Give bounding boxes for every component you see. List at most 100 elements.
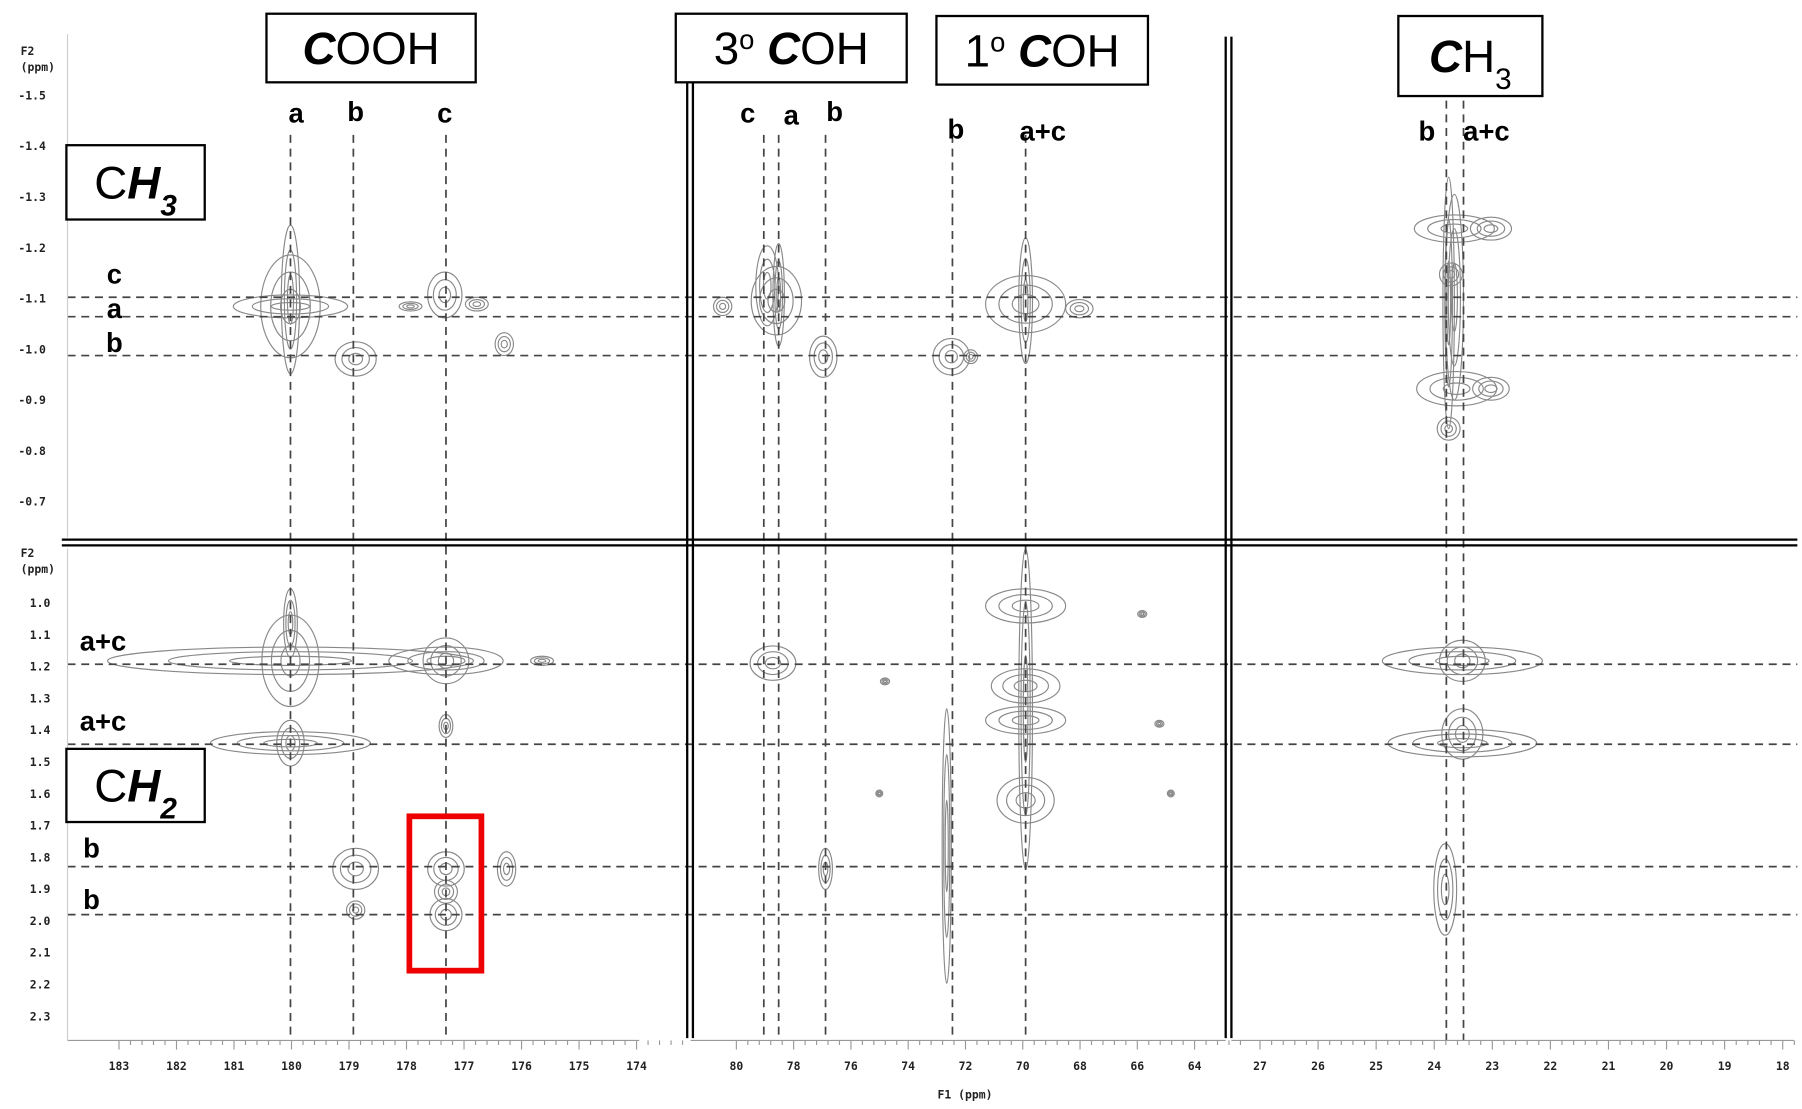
text-part: C — [767, 23, 801, 74]
text-part — [754, 23, 767, 74]
text-part: C — [94, 760, 127, 811]
x-tick-label: 26 — [1311, 1059, 1325, 1073]
y-tick-label: -1.5 — [18, 88, 46, 102]
text-part: C — [302, 23, 336, 74]
y-tick-label: 2.3 — [30, 1009, 51, 1023]
x-tick-label: 177 — [454, 1059, 475, 1073]
y-tick-label: 1.7 — [30, 819, 51, 833]
x-tick-label: 74 — [901, 1059, 915, 1073]
x-tick-label: 178 — [396, 1059, 417, 1073]
text-part: 2 — [159, 792, 177, 825]
y-tick-label: 2.1 — [30, 946, 51, 960]
x-tick-label: 64 — [1188, 1059, 1202, 1073]
text-part: 3 — [1495, 63, 1512, 96]
peak-label: b — [947, 113, 964, 144]
x-tick-label: 24 — [1427, 1059, 1441, 1073]
f2-label: F2 — [21, 44, 35, 58]
column-header: COOH — [302, 23, 439, 74]
column-header: 1o COH — [965, 25, 1120, 76]
y-tick-label: -1.0 — [18, 342, 46, 356]
x-tick-label: 22 — [1544, 1059, 1558, 1073]
x-tick-label: 21 — [1602, 1059, 1616, 1073]
text-part: o — [739, 24, 754, 55]
peak-label: b — [83, 884, 100, 915]
peak-label: a+c — [1020, 116, 1067, 147]
y-tick-label: 1.5 — [30, 755, 51, 769]
x-tick-label: 80 — [729, 1059, 743, 1073]
y-tick-label: -0.9 — [18, 393, 46, 407]
x-tick-label: 66 — [1130, 1059, 1144, 1073]
background — [5, 0, 1798, 1109]
x-tick-label: 181 — [224, 1059, 245, 1073]
x-tick-label: 76 — [844, 1059, 858, 1073]
peak-label: b — [1419, 116, 1436, 147]
x-tick-label: 72 — [959, 1059, 973, 1073]
text-part: OH — [1051, 25, 1120, 76]
y-tick-label: -0.8 — [18, 444, 46, 458]
y-tick-label: 1.2 — [30, 660, 51, 674]
x-tick-label: 70 — [1016, 1059, 1030, 1073]
peak-label: a+c — [80, 626, 127, 657]
peak-label: a+c — [80, 706, 127, 737]
text-part: C — [1018, 25, 1052, 76]
y-tick-label: 1.9 — [30, 882, 51, 896]
x-tick-label: 20 — [1660, 1059, 1674, 1073]
peak-label: a — [289, 97, 305, 128]
x-tick-label: 174 — [626, 1059, 647, 1073]
x-tick-label: 27 — [1253, 1059, 1267, 1073]
f2-unit: (ppm) — [21, 60, 55, 74]
x-tick-label: 183 — [109, 1059, 130, 1073]
peak-label: b — [826, 96, 843, 127]
peak-label: b — [106, 327, 123, 358]
peak-label: b — [83, 832, 100, 863]
y-tick-label: -1.1 — [18, 292, 46, 306]
y-tick-label: 1.1 — [30, 628, 51, 642]
y-tick-label: 1.8 — [30, 850, 51, 864]
x-tick-label: 68 — [1073, 1059, 1087, 1073]
x-axis-title: F1 (ppm) — [938, 1088, 993, 1102]
x-tick-label: 25 — [1369, 1059, 1383, 1073]
x-tick-label: 180 — [281, 1059, 302, 1073]
y-tick-label: 2.2 — [30, 977, 51, 991]
peak-label: c — [437, 97, 452, 128]
x-tick-label: 19 — [1718, 1059, 1732, 1073]
y-tick-label: -0.7 — [18, 495, 46, 509]
x-tick-label: 175 — [569, 1059, 590, 1073]
y-tick-label: 1.6 — [30, 787, 51, 801]
y-tick-label: 1.3 — [30, 691, 51, 705]
text-part: OH — [800, 23, 869, 74]
nmr-figure: F2 (ppm) F2 (ppm) -1.5 -1.4 -1.3 -1.2 -1.1 -1.0 -0… — [0, 0, 1802, 1109]
peak-label: c — [107, 259, 122, 290]
y-tick-label: -1.2 — [18, 241, 46, 255]
x-tick-label: 78 — [787, 1059, 801, 1073]
text-part: 1 — [965, 25, 990, 76]
text-part: C — [94, 157, 127, 208]
text-part: H — [1462, 31, 1495, 82]
peak-label: b — [347, 96, 364, 127]
x-tick-label: 18 — [1776, 1059, 1790, 1073]
text-part: C — [1429, 31, 1463, 82]
peak-label: a+c — [1463, 116, 1510, 147]
text-part — [1005, 25, 1018, 76]
y-tick-label: -1.4 — [18, 139, 46, 153]
y-tick-label: 1.4 — [30, 723, 51, 737]
text-part: 3 — [714, 23, 739, 74]
text-part: 3 — [160, 189, 177, 222]
f2-unit: (ppm) — [21, 562, 55, 576]
peak-label: c — [740, 97, 755, 128]
x-tick-label: 182 — [166, 1059, 187, 1073]
text-part: o — [990, 26, 1005, 57]
column-header: 3o COH — [714, 23, 869, 74]
text-part: OOH — [336, 23, 440, 74]
peak-label: a — [107, 293, 123, 324]
f2-label: F2 — [21, 546, 35, 560]
x-tick-label: 176 — [511, 1059, 532, 1073]
y-tick-label: -1.3 — [18, 190, 46, 204]
text-part: H — [127, 157, 161, 208]
peak-label: a — [784, 100, 800, 131]
text-part: H — [127, 760, 161, 811]
x-tick-label: 179 — [339, 1059, 360, 1073]
x-tick-label: 23 — [1485, 1059, 1499, 1073]
y-tick-label: 2.0 — [30, 914, 51, 928]
y-tick-label: 1.0 — [30, 596, 51, 610]
